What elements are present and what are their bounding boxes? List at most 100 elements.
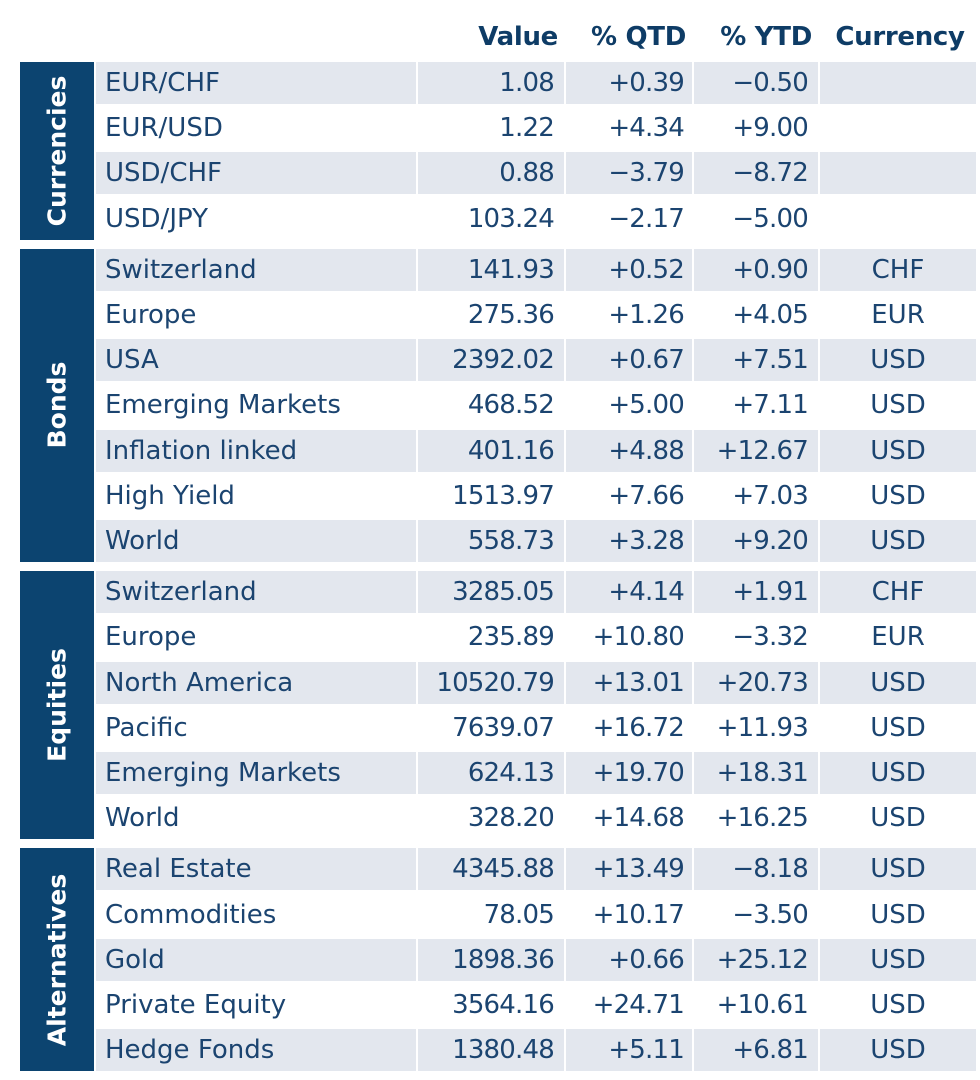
cell-ytd: +7.51 <box>694 339 818 382</box>
cell-name: Switzerland <box>96 248 416 291</box>
cell-currency: USD <box>820 797 976 840</box>
table-row: Inflation linked 401.16 +4.88 +12.67 USD <box>96 429 976 472</box>
section-label-alternatives: Alternatives <box>20 848 94 1072</box>
cell-value: 235.89 <box>418 616 564 659</box>
cell-value: 4345.88 <box>418 848 564 891</box>
cell-qtd: +7.66 <box>566 474 692 517</box>
cell-qtd: +4.88 <box>566 429 692 472</box>
cell-currency: USD <box>820 1029 976 1072</box>
cell-value: 1513.97 <box>418 474 564 517</box>
section-label-text: Bonds <box>42 362 72 449</box>
table-row: Pacific 7639.07 +16.72 +11.93 USD <box>96 706 976 749</box>
cell-value: 1898.36 <box>418 938 564 981</box>
cell-ytd: +6.81 <box>694 1029 818 1072</box>
cell-ytd: +18.31 <box>694 752 818 794</box>
section-label-text: Currencies <box>42 75 72 227</box>
cell-currency <box>820 62 976 104</box>
cell-value: 0.88 <box>418 152 564 195</box>
table-row: Hedge Fonds 1380.48 +5.11 +6.81 USD <box>96 1029 976 1072</box>
cell-value: 624.13 <box>418 752 564 794</box>
table-row: Real Estate 4345.88 +13.49 −8.18 USD <box>96 848 976 891</box>
cell-value: 103.24 <box>418 197 564 240</box>
cell-name: World <box>96 520 416 562</box>
cell-name: Real Estate <box>96 848 416 891</box>
cell-ytd: +7.11 <box>694 384 818 427</box>
section-label-equities: Equities <box>20 571 94 840</box>
cell-currency: USD <box>820 339 976 382</box>
cell-currency <box>820 107 976 150</box>
cell-value: 141.93 <box>418 248 564 291</box>
cell-name: Emerging Markets <box>96 384 416 427</box>
cell-qtd: +14.68 <box>566 797 692 840</box>
table-row: USD/JPY 103.24 −2.17 −5.00 <box>96 197 976 240</box>
cell-value: 1380.48 <box>418 1029 564 1072</box>
table-row: Switzerland 3285.05 +4.14 +1.91 CHF <box>96 571 976 614</box>
cell-value: 558.73 <box>418 520 564 562</box>
cell-ytd: +9.00 <box>694 107 818 150</box>
cell-currency <box>820 197 976 240</box>
cell-qtd: +19.70 <box>566 752 692 794</box>
cell-name: USD/CHF <box>96 152 416 195</box>
table-row: Switzerland 141.93 +0.52 +0.90 CHF <box>96 248 976 291</box>
cell-name: High Yield <box>96 474 416 517</box>
cell-ytd: +16.25 <box>694 797 818 840</box>
table-row: USD/CHF 0.88 −3.79 −8.72 <box>96 152 976 195</box>
cell-ytd: +4.05 <box>694 294 818 336</box>
cell-qtd: +0.66 <box>566 938 692 981</box>
cell-qtd: +0.52 <box>566 248 692 291</box>
cell-qtd: +24.71 <box>566 984 692 1026</box>
cell-currency: EUR <box>820 616 976 659</box>
cell-qtd: −2.17 <box>566 197 692 240</box>
table-row: Europe 235.89 +10.80 −3.32 EUR <box>96 616 976 659</box>
cell-name: Switzerland <box>96 571 416 614</box>
table-row: Commodities 78.05 +10.17 −3.50 USD <box>96 893 976 936</box>
cell-ytd: −0.50 <box>694 62 818 104</box>
table-row: EUR/CHF 1.08 +0.39 −0.50 <box>96 62 976 104</box>
cell-ytd: +1.91 <box>694 571 818 614</box>
cell-qtd: +3.28 <box>566 520 692 562</box>
cell-currency: USD <box>820 984 976 1026</box>
cell-currency: USD <box>820 474 976 517</box>
cell-ytd: +25.12 <box>694 938 818 981</box>
table-row: North America 10520.79 +13.01 +20.73 USD <box>96 661 976 704</box>
cell-qtd: +0.39 <box>566 62 692 104</box>
table-row: USA 2392.02 +0.67 +7.51 USD <box>96 339 976 382</box>
cell-name: Emerging Markets <box>96 752 416 794</box>
cell-qtd: +5.00 <box>566 384 692 427</box>
cell-ytd: +0.90 <box>694 248 818 291</box>
cell-value: 275.36 <box>418 294 564 336</box>
table-row: Emerging Markets 468.52 +5.00 +7.11 USD <box>96 384 976 427</box>
cell-currency: USD <box>820 429 976 472</box>
cell-currency: CHF <box>820 248 976 291</box>
cell-currency: USD <box>820 848 976 891</box>
cell-name: Europe <box>96 294 416 336</box>
cell-ytd: −8.72 <box>694 152 818 195</box>
cell-currency: USD <box>820 752 976 794</box>
cell-name: EUR/CHF <box>96 62 416 104</box>
cell-currency: USD <box>820 938 976 981</box>
cell-qtd: +4.14 <box>566 571 692 614</box>
cell-currency: CHF <box>820 571 976 614</box>
table-row: EUR/USD 1.22 +4.34 +9.00 <box>96 107 976 150</box>
cell-name: EUR/USD <box>96 107 416 150</box>
cell-qtd: +4.34 <box>566 107 692 150</box>
cell-qtd: +10.80 <box>566 616 692 659</box>
cell-value: 401.16 <box>418 429 564 472</box>
cell-name: Gold <box>96 938 416 981</box>
table-row: World 558.73 +3.28 +9.20 USD <box>96 520 976 562</box>
cell-ytd: −3.50 <box>694 893 818 936</box>
header-qtd: % QTD <box>590 22 686 52</box>
cell-qtd: +10.17 <box>566 893 692 936</box>
section-label-bonds: Bonds <box>20 248 94 563</box>
cell-qtd: +0.67 <box>566 339 692 382</box>
section-label-text: Alternatives <box>42 873 72 1047</box>
cell-currency: USD <box>820 893 976 936</box>
cell-ytd: +7.03 <box>694 474 818 517</box>
cell-name: Commodities <box>96 893 416 936</box>
header-value: Value <box>478 22 558 52</box>
cell-currency: USD <box>820 384 976 427</box>
cell-name: Hedge Fonds <box>96 1029 416 1072</box>
cell-name: Inflation linked <box>96 429 416 472</box>
cell-value: 78.05 <box>418 893 564 936</box>
cell-value: 328.20 <box>418 797 564 840</box>
